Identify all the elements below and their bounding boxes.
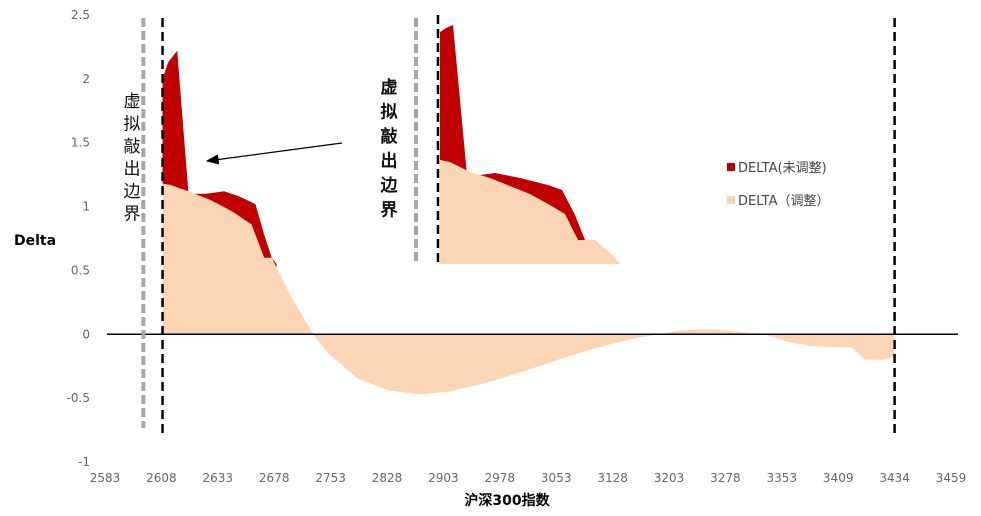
plot-area (162, 50, 895, 395)
annotation-char: 虚 (124, 92, 141, 112)
y-tick-label: 1.5 (71, 136, 90, 150)
x-tick-label: 2608 (146, 471, 177, 485)
y-tick-label: 2.5 (71, 8, 90, 22)
x-tick-label: 3459 (936, 471, 967, 485)
x-tick-label: 3353 (767, 471, 798, 485)
annotation-char: 边 (380, 176, 399, 196)
x-tick-label: 3053 (541, 471, 572, 485)
x-tick-label: 3434 (879, 471, 910, 485)
y-tick-label: 2 (82, 72, 90, 86)
x-tick-label: 2753 (315, 471, 346, 485)
x-tick-label: 2978 (485, 471, 516, 485)
legend-swatch (727, 163, 735, 171)
annotation-vertical-left: 虚拟敲出边界 (124, 92, 141, 225)
annotation-char: 界 (381, 201, 398, 221)
legend: DELTA(未调整) DELTA（调整） (727, 161, 830, 209)
legend-label: DELTA（调整） (738, 194, 830, 209)
annotation-char: 界 (124, 205, 141, 225)
x-tick-label: 3128 (597, 471, 628, 485)
x-tick-label: 2633 (203, 471, 234, 485)
y-tick-label: 0.5 (71, 263, 90, 277)
annotation-char: 出 (381, 151, 398, 172)
y-tick-label: -0.5 (67, 391, 90, 405)
annotation-char: 敲 (381, 126, 399, 147)
series-area-adjusted (162, 183, 895, 395)
knockout-boundaries (141, 18, 896, 435)
x-axis-tick-labels: 2583 2608 2633 2678 2753 2828 2903 2978 3053 3128… (90, 471, 967, 485)
annotation-arrow (205, 142, 343, 165)
legend-label: DELTA(未调整) (738, 161, 827, 176)
annotation-char: 拟 (381, 102, 398, 123)
annotation-char: 虚 (381, 78, 398, 98)
x-tick-label: 3409 (823, 471, 854, 485)
annotation-vertical-right: 虚拟敲出边界 (380, 78, 399, 221)
inset-adjusted-area (440, 160, 620, 264)
x-tick-label: 3203 (654, 471, 685, 485)
x-tick-label: 3278 (710, 471, 741, 485)
annotation-char: 出 (124, 160, 141, 180)
y-axis-tick-labels: 2.5 2 1.5 1 0.5 0 -0.5 -1 (67, 8, 90, 469)
annotation-char: 拟 (124, 115, 141, 135)
y-tick-label: 0 (82, 327, 90, 341)
legend-swatch (727, 196, 735, 204)
zoom-inset (414, 15, 620, 265)
x-tick-label: 2583 (90, 471, 121, 485)
x-tick-label: 2678 (259, 471, 290, 485)
y-tick-label: -1 (78, 455, 90, 469)
annotation-char: 敲 (124, 137, 141, 157)
x-tick-label: 2828 (372, 471, 403, 485)
x-axis-title: 沪深300指数 (464, 492, 550, 509)
y-tick-label: 1 (82, 200, 90, 214)
y-axis-title: Delta (14, 233, 56, 249)
annotation-char: 边 (124, 182, 141, 202)
x-tick-label: 2903 (428, 471, 459, 485)
